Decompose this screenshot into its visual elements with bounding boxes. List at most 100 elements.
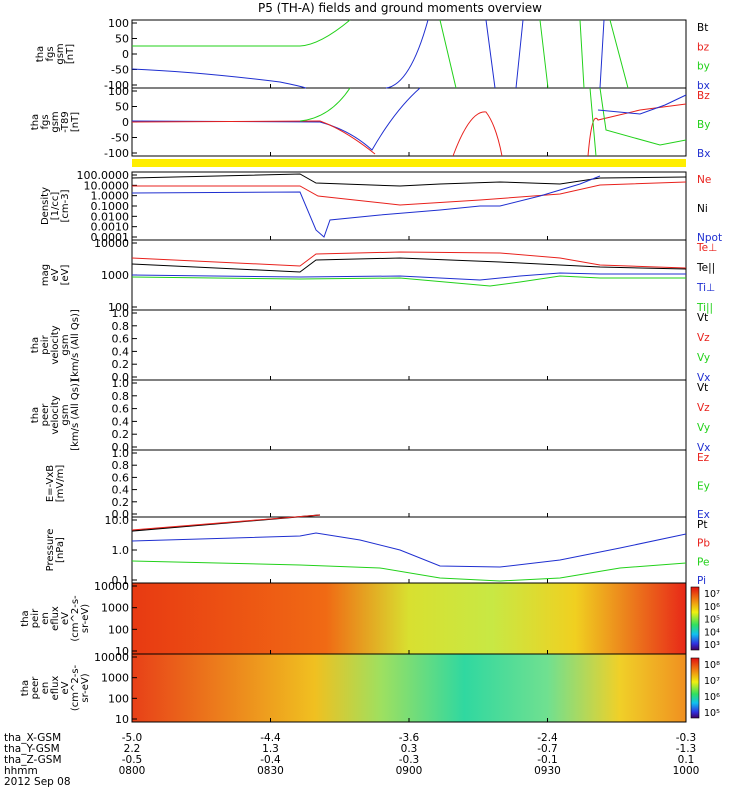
y-axis-label: velocity: [50, 395, 61, 434]
panel-frame: [131, 171, 687, 241]
y-tick-label: 10000: [94, 651, 129, 664]
y-axis-label: E=-VxB: [45, 465, 56, 502]
colorbar-tick-label: 10⁷: [704, 589, 720, 600]
footer-value-x: -5.0: [122, 732, 143, 744]
y-tick-label: 0.4: [112, 345, 130, 358]
footer-value-y: 1.3: [262, 743, 279, 755]
trace-by: [132, 19, 351, 47]
y-axis-label: en: [40, 612, 51, 625]
y-axis-label: velocity: [50, 325, 61, 364]
y-axis-label: eflux: [50, 676, 61, 701]
y-axis-label: tha: [20, 680, 31, 696]
panel-5: 1.00.80.60.40.20.0 tha peir velocity gsm [km/…: [30, 307, 710, 384]
trace-pe: [131, 560, 687, 582]
legend-entry: Vt: [697, 382, 708, 394]
footer-value-z: -0.5: [122, 754, 143, 766]
y-tick-label: 50: [115, 33, 129, 46]
y-axis-label: peir: [30, 608, 41, 628]
footer-row-label: tha_Z-GSM: [4, 754, 62, 766]
footer-value-x: -2.4: [537, 732, 558, 744]
legend-entry: Bx: [697, 148, 710, 160]
y-tick-label: 0.0001: [91, 231, 130, 244]
y-axis-label: [nPa]: [55, 537, 66, 563]
colorbar-tick-label: 10⁶: [704, 602, 720, 613]
y-tick-label: 0.4: [112, 484, 130, 497]
y-tick-label: 0.0: [112, 441, 130, 454]
colorbar-tick-label: 10⁷: [704, 676, 720, 687]
colorbar-tick-label: 10⁵: [704, 615, 720, 626]
footer-value-t: 0830: [257, 765, 284, 777]
legend-entry: Pi: [697, 575, 706, 587]
y-axis-label: [eV]: [60, 265, 71, 286]
y-axis-label: gsm: [60, 404, 71, 425]
y-tick-label: 1.0000: [91, 190, 130, 203]
colorbar-tick-label: 10⁴: [704, 627, 720, 638]
y-tick-label: 1.0: [112, 544, 130, 557]
y-axis-label: -T89: [60, 111, 71, 133]
trace-by: [589, 87, 687, 157]
y-tick-label: 10.0000: [84, 179, 130, 192]
legend-entry: Pt: [697, 519, 707, 531]
y-axis-label: peer: [30, 676, 41, 700]
y-tick-label: 100: [108, 692, 129, 705]
panel-frame: [131, 239, 687, 311]
panel-6: 1.00.80.60.40.20.0 tha peer velocity gsm [km/…: [30, 377, 710, 454]
trace-bx: [485, 19, 605, 89]
legend-entry: Vz: [697, 332, 710, 344]
y-axis-label: [km/s (All Qs)]: [70, 379, 81, 451]
trace-pb: [131, 514, 321, 531]
footer-value-x: -3.6: [399, 732, 420, 744]
colorbar-tick-label: 10⁶: [704, 692, 720, 703]
y-axis-label: eV: [60, 681, 71, 694]
panel-3: 100.000010.00001.00000.10000.01000.00100…: [40, 169, 722, 244]
colorbar-tick-label: 10⁵: [704, 708, 720, 719]
y-tick-label: 0: [122, 48, 129, 61]
y-tick-label: 0.0: [112, 508, 130, 521]
y-tick-label: 0.8: [112, 390, 130, 403]
trace-bx: [131, 87, 421, 151]
legend-entry: Pe: [697, 556, 709, 568]
trace-by: [299, 87, 351, 122]
trace-bz: [131, 120, 376, 155]
y-tick-label: 1000: [101, 269, 129, 282]
legend-entry: Vy: [697, 422, 710, 434]
trace-pi: [131, 532, 687, 568]
y-axis-label: [nT]: [65, 44, 76, 64]
footer-value-z: -0.3: [399, 754, 420, 766]
y-tick-label: -100: [104, 79, 129, 92]
y-axis-label: [mV/m]: [55, 465, 66, 503]
footer-value-z: -0.1: [537, 754, 558, 766]
trace-ni: [131, 173, 687, 187]
y-axis-label: [km/s (All Qs)]: [70, 309, 81, 381]
trace-ne: [132, 181, 687, 206]
y-tick-label: 50: [115, 101, 129, 114]
trace-npot: [131, 175, 601, 238]
colorbar-tick-label: 10³: [704, 640, 720, 651]
footer-value-y: 0.3: [401, 743, 418, 755]
y-axis-label: Density: [40, 187, 51, 225]
y-axis-label: tha: [30, 114, 41, 130]
footer-value-y: 2.2: [124, 743, 141, 755]
footer-row-label: tha_Y-GSM: [4, 743, 60, 755]
trace-bx: [131, 68, 307, 89]
panel-frame: [131, 379, 687, 451]
y-tick-label: 100.0000: [77, 169, 130, 182]
panel-frame: [131, 309, 687, 381]
trace-bz: [587, 103, 687, 157]
y-axis-label: eV: [60, 612, 71, 625]
y-axis-label: Pressure: [45, 529, 56, 572]
trace-bz: [452, 111, 503, 157]
trace-ti-perp: [131, 272, 686, 281]
trace-te-par: [131, 257, 687, 273]
footer-value-t: 0900: [396, 765, 423, 777]
y-tick-label: 0.2: [112, 358, 130, 371]
y-tick-label: 100: [108, 301, 129, 314]
y-tick-label: -50: [111, 64, 129, 77]
y-axis-label: mag: [40, 264, 51, 286]
footer-value-x: -0.3: [676, 732, 697, 744]
y-axis-label: (cm^2-s-: [70, 664, 81, 711]
